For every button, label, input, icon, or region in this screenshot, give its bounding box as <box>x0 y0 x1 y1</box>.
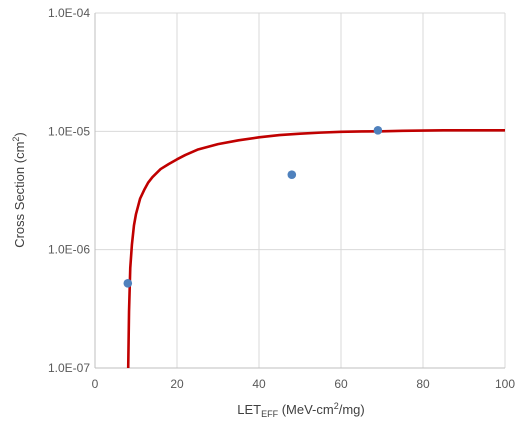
x-tick-label: 60 <box>334 377 348 391</box>
data-point <box>373 126 383 135</box>
data-point <box>287 170 297 180</box>
x-tick-labels: 0 20 40 60 80 100 <box>92 377 516 391</box>
x-tick-label: 40 <box>252 377 266 391</box>
x-tick-label: 0 <box>92 377 99 391</box>
series-layer <box>123 126 505 369</box>
y-tick-label: 1.0E-04 <box>48 6 90 20</box>
fit-curve <box>126 129 505 369</box>
y-tick-label: 1.0E-05 <box>48 124 90 138</box>
y-tick-label: 1.0E-07 <box>48 361 90 375</box>
x-tick-label: 100 <box>495 377 515 391</box>
y-axis-title: Cross Section (cm2) <box>11 132 27 248</box>
x-tick-label: 20 <box>170 377 184 391</box>
axes <box>94 13 505 369</box>
x-axis-title: LETEFF (MeV-cm2/mg) <box>237 401 364 419</box>
y-tick-labels: 1.0E-07 1.0E-06 1.0E-05 1.0E-04 <box>48 6 90 375</box>
data-point <box>123 278 133 288</box>
x-tick-label: 80 <box>416 377 430 391</box>
y-tick-label: 1.0E-06 <box>48 243 90 257</box>
